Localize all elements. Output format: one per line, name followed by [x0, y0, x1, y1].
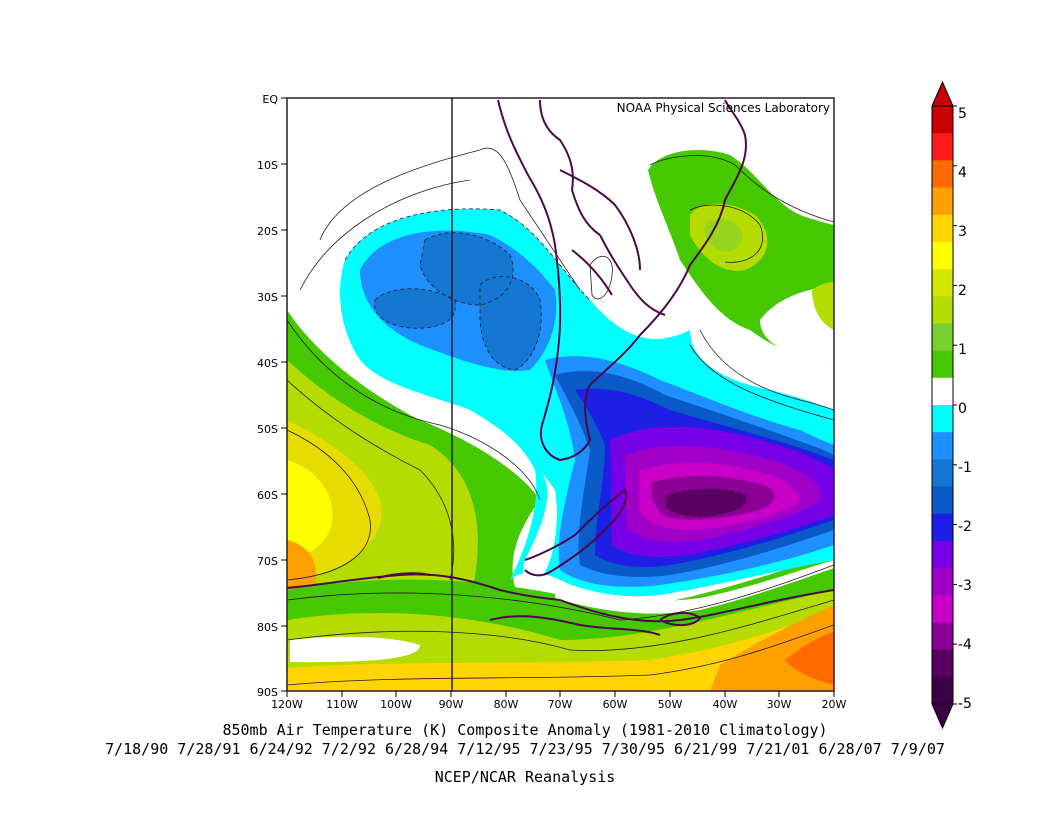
region-yellow-west	[287, 460, 333, 565]
colorbar-label: 1	[958, 342, 967, 358]
colorbar-label: -4	[958, 637, 972, 653]
colorbar-swatch	[932, 269, 953, 297]
colorbar-swatch	[932, 676, 953, 705]
colorbar-label: -1	[958, 460, 972, 476]
colorbar-label: -2	[958, 519, 972, 535]
credit-label: NOAA Physical Sciences Laboratory	[617, 101, 830, 115]
lat-axis: EQ 10S 20S 30S 40S 50S 60S 70S 80S 90S	[257, 93, 287, 699]
composite-dates: 7/18/90 7/28/91 6/24/92 7/2/92 6/28/94 7…	[105, 740, 945, 758]
colorbar-swatch	[932, 323, 953, 352]
lon-label: 100W	[380, 698, 412, 711]
south-america-west-coast	[539, 99, 601, 236]
lat-label: 80S	[257, 621, 278, 634]
south-america-coast	[497, 99, 747, 462]
lat-label: 60S	[257, 489, 278, 502]
colorbar-swatch	[932, 622, 953, 651]
region-white-south	[290, 636, 420, 663]
colorbar-swatch	[932, 160, 953, 189]
colorbar-min-arrow	[931, 703, 954, 730]
lon-label: 110W	[326, 698, 358, 711]
region-yellowgreen-east	[812, 282, 834, 330]
negative-contours	[344, 208, 747, 517]
colorbar-swatch	[932, 296, 953, 324]
colorbar-swatch	[932, 432, 953, 460]
colorbar-swatch	[932, 133, 953, 161]
sub-antarctic-islands	[377, 572, 431, 579]
region-deeppurple	[665, 489, 747, 517]
lon-axis: 120W 110W 100W 90W 80W 70W 60W 50W 40W 3…	[271, 691, 847, 711]
colorbar-max-arrow	[931, 80, 954, 107]
region-orange-west	[287, 540, 317, 590]
region-lightgreen-northeast	[704, 219, 743, 252]
andes-border-3	[571, 249, 613, 296]
lat-label: 50S	[257, 423, 278, 436]
colorbar-swatch	[932, 513, 953, 542]
lon-label: 120W	[271, 698, 303, 711]
lat-label: EQ	[262, 93, 278, 106]
lat-label: 30S	[257, 291, 278, 304]
ice-shelf	[659, 612, 702, 626]
colorbar-swatch	[932, 377, 953, 406]
contour-lines	[287, 147, 834, 686]
colorbar-swatch	[932, 595, 953, 623]
lon-label: 40W	[713, 698, 738, 711]
colorbar-swatch	[932, 241, 953, 270]
andes-border-1	[559, 169, 641, 271]
region-darkorange-southeast	[785, 632, 834, 685]
colorbar-swatch	[932, 214, 953, 243]
colorbar-label: -3	[958, 578, 972, 594]
lat-label: 90S	[257, 686, 278, 699]
colorbar-labels: 5 4 3 2 1 0 -1 -2 -3 -4 -5	[958, 106, 972, 712]
region-white-channel	[523, 470, 557, 580]
map-panel	[287, 98, 834, 691]
colorbar-label: 2	[958, 283, 967, 299]
antarctic-peninsula	[524, 488, 628, 577]
colorbar	[931, 80, 957, 730]
figure-title: 850mb Air Temperature (K) Composite Anom…	[222, 721, 828, 739]
colorbar-swatch	[932, 486, 953, 515]
lon-label: 80W	[494, 698, 519, 711]
antarctica-coast-2	[489, 615, 661, 636]
colorbar-swatch	[932, 187, 953, 216]
colorbar-swatch	[932, 649, 953, 678]
colorbar-label: 3	[958, 224, 967, 240]
colorbar-label: 4	[958, 165, 967, 181]
colorbar-swatch	[932, 459, 953, 488]
region-midblue-3	[480, 276, 542, 370]
colorbar-swatch	[932, 106, 953, 134]
colorbar-swatch	[932, 350, 953, 379]
region-midblue-2	[374, 288, 456, 329]
lat-label: 20S	[257, 225, 278, 238]
lon-label: 30W	[767, 698, 792, 711]
lat-label: 40S	[257, 357, 278, 370]
colorbar-label: -5	[958, 696, 972, 712]
colorbar-swatch	[932, 540, 953, 569]
colorbar-swatch	[932, 405, 953, 433]
lon-label: 90W	[439, 698, 464, 711]
lon-label: 60W	[603, 698, 628, 711]
lat-label: 70S	[257, 555, 278, 568]
region-white-band	[555, 560, 834, 614]
lon-label: 20W	[822, 698, 847, 711]
colorbar-label: 0	[958, 401, 967, 417]
lon-label: 50W	[658, 698, 683, 711]
andes-border-2	[599, 234, 666, 316]
region-gold-south	[287, 610, 834, 691]
coastline	[287, 99, 834, 636]
lat-label: 10S	[257, 159, 278, 172]
lon-label: 70W	[548, 698, 573, 711]
colorbar-label: 5	[958, 106, 967, 122]
colorbar-swatch	[932, 568, 953, 596]
data-source: NCEP/NCAR Reanalysis	[434, 768, 616, 786]
